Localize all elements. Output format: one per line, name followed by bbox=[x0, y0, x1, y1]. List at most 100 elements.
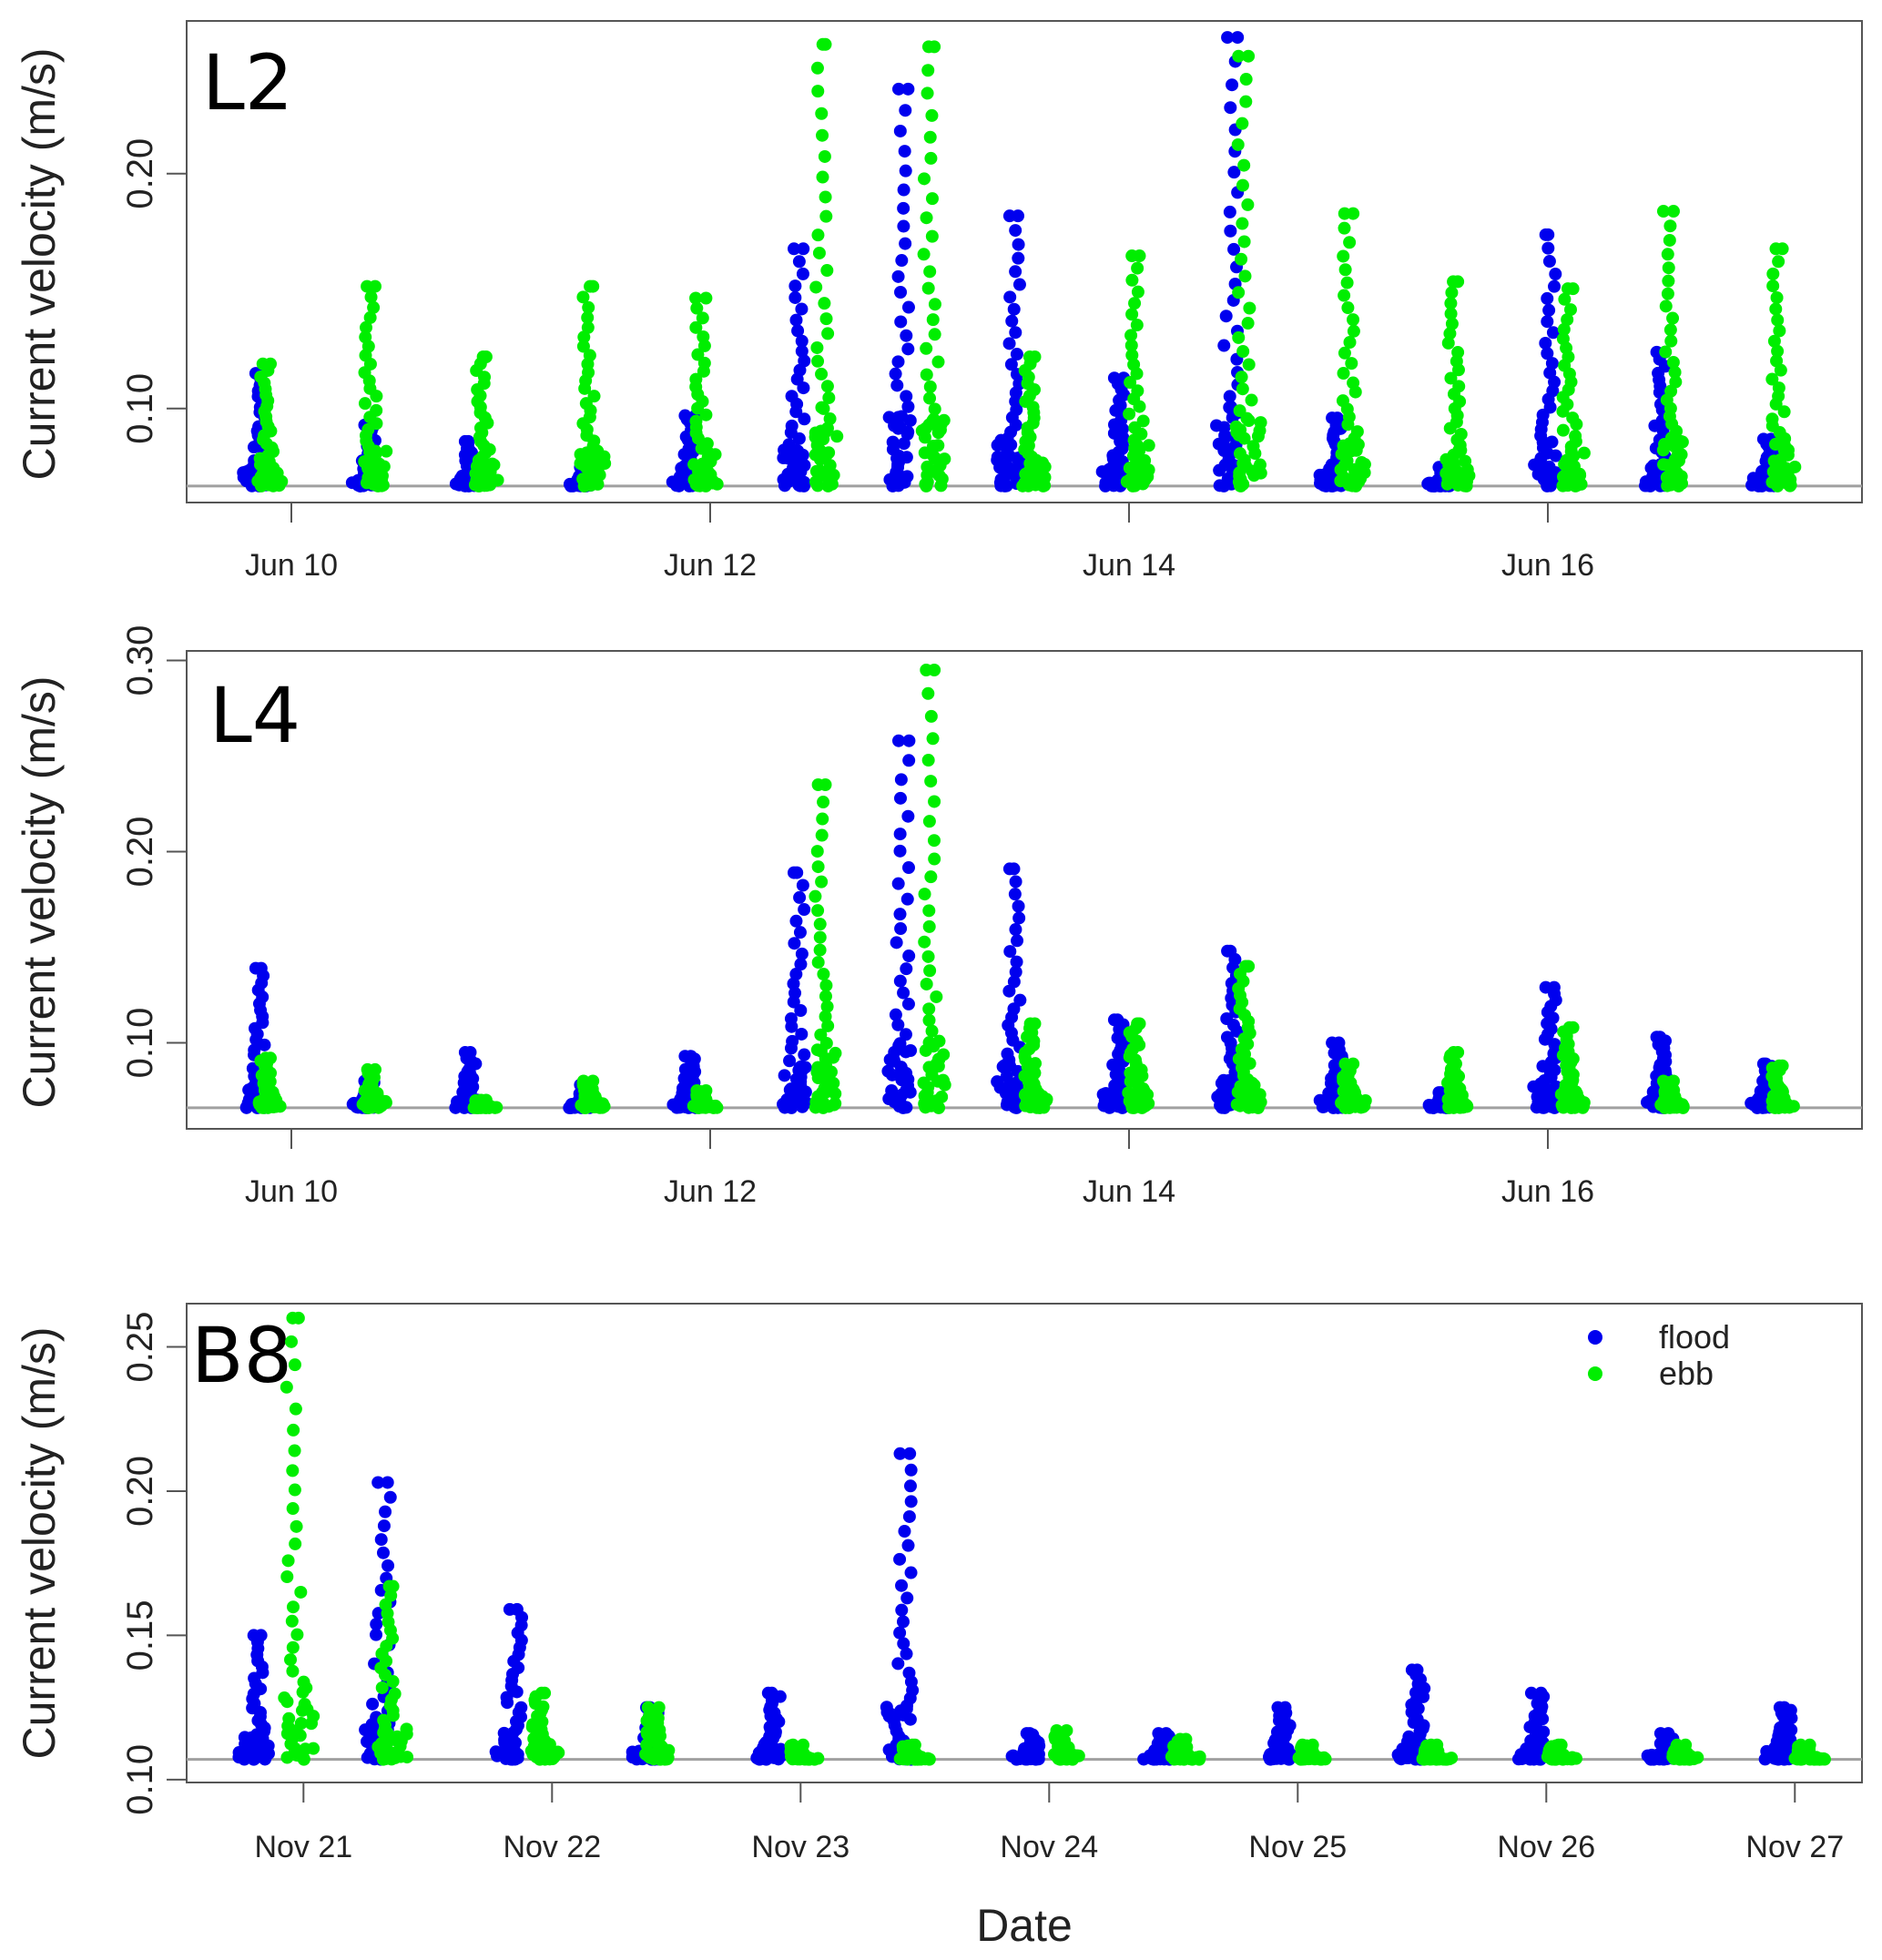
data-point bbox=[1128, 441, 1142, 454]
data-point bbox=[1430, 1738, 1444, 1752]
data-point bbox=[503, 1602, 516, 1616]
data-point bbox=[1007, 975, 1021, 989]
data-point bbox=[810, 61, 824, 75]
data-point bbox=[938, 452, 951, 466]
data-point bbox=[468, 478, 482, 492]
data-point bbox=[809, 475, 823, 489]
y-tick-label: 0.10 bbox=[120, 1744, 160, 1815]
data-point bbox=[1293, 1752, 1307, 1765]
data-point bbox=[1223, 390, 1236, 403]
data-point bbox=[1003, 290, 1017, 304]
data-point bbox=[893, 1626, 907, 1640]
data-point bbox=[307, 1742, 320, 1755]
data-point bbox=[697, 356, 711, 370]
data-point bbox=[925, 192, 939, 206]
data-point bbox=[1773, 1701, 1786, 1714]
data-point bbox=[264, 1051, 277, 1065]
data-point bbox=[375, 1737, 389, 1751]
data-point bbox=[822, 472, 836, 485]
data-point bbox=[1219, 1094, 1233, 1108]
data-point bbox=[820, 380, 834, 393]
data-point bbox=[1443, 327, 1457, 340]
data-point bbox=[577, 330, 591, 344]
data-point bbox=[1236, 117, 1249, 130]
data-point bbox=[583, 349, 596, 362]
data-point bbox=[819, 190, 832, 204]
y-tick-label: 0.20 bbox=[120, 1456, 160, 1527]
data-point bbox=[898, 145, 911, 158]
data-point bbox=[1189, 1751, 1203, 1764]
data-point bbox=[811, 904, 825, 918]
data-point bbox=[797, 1738, 810, 1752]
data-point bbox=[259, 459, 273, 472]
data-point bbox=[816, 128, 829, 142]
data-point bbox=[1423, 1752, 1437, 1766]
data-point bbox=[827, 1076, 840, 1090]
data-point bbox=[1137, 1752, 1151, 1766]
data-point bbox=[1142, 439, 1155, 452]
data-point bbox=[922, 1036, 936, 1050]
data-point bbox=[1246, 1100, 1260, 1113]
data-point bbox=[1241, 198, 1255, 211]
data-point bbox=[1768, 438, 1782, 452]
data-point bbox=[1534, 1686, 1548, 1700]
data-point bbox=[759, 1742, 773, 1756]
data-point bbox=[786, 1034, 799, 1048]
data-point bbox=[813, 930, 827, 944]
data-point bbox=[286, 1464, 300, 1478]
data-point bbox=[545, 1752, 559, 1766]
data-point bbox=[289, 1537, 302, 1550]
data-point bbox=[1751, 1093, 1765, 1107]
data-point bbox=[812, 246, 826, 259]
data-point bbox=[371, 1476, 385, 1489]
data-point bbox=[500, 1691, 514, 1704]
data-point bbox=[899, 1028, 912, 1041]
data-point bbox=[928, 298, 941, 311]
data-point bbox=[1232, 330, 1246, 344]
data-point bbox=[586, 1074, 600, 1088]
data-point bbox=[819, 312, 833, 326]
data-point bbox=[361, 471, 375, 484]
data-point bbox=[593, 468, 606, 482]
data-point bbox=[795, 302, 809, 316]
data-point bbox=[1662, 261, 1675, 275]
data-point bbox=[538, 1686, 552, 1700]
data-point bbox=[793, 1061, 807, 1074]
data-point bbox=[710, 477, 724, 491]
data-point bbox=[1220, 1012, 1234, 1026]
data-point bbox=[1237, 158, 1251, 172]
data-point bbox=[1784, 472, 1797, 486]
data-point bbox=[891, 877, 905, 890]
data-point bbox=[793, 890, 807, 904]
data-point bbox=[816, 170, 829, 184]
data-point bbox=[1314, 473, 1328, 487]
data-point bbox=[788, 866, 800, 879]
data-point bbox=[1009, 326, 1022, 340]
data-point bbox=[1028, 1017, 1042, 1031]
data-point bbox=[919, 1752, 932, 1766]
data-point bbox=[1668, 365, 1682, 379]
data-point bbox=[260, 1092, 274, 1106]
data-point bbox=[813, 918, 827, 931]
data-point bbox=[1000, 1098, 1013, 1112]
data-point bbox=[798, 412, 811, 426]
data-point bbox=[922, 919, 936, 933]
data-point bbox=[761, 1686, 775, 1700]
data-point bbox=[895, 1579, 909, 1592]
data-point bbox=[795, 947, 809, 960]
data-point bbox=[928, 795, 941, 808]
data-point bbox=[892, 82, 905, 96]
data-point bbox=[1224, 101, 1237, 115]
data-point bbox=[789, 914, 803, 928]
data-point bbox=[280, 1380, 293, 1394]
data-point bbox=[1573, 469, 1587, 482]
data-point bbox=[924, 709, 938, 723]
data-point bbox=[1133, 249, 1146, 263]
data-point bbox=[1342, 443, 1356, 457]
data-point bbox=[1012, 238, 1025, 251]
data-point bbox=[1131, 261, 1144, 275]
data-point bbox=[699, 1084, 713, 1097]
data-point bbox=[792, 255, 806, 269]
data-point bbox=[901, 300, 915, 314]
data-point bbox=[889, 1008, 902, 1021]
